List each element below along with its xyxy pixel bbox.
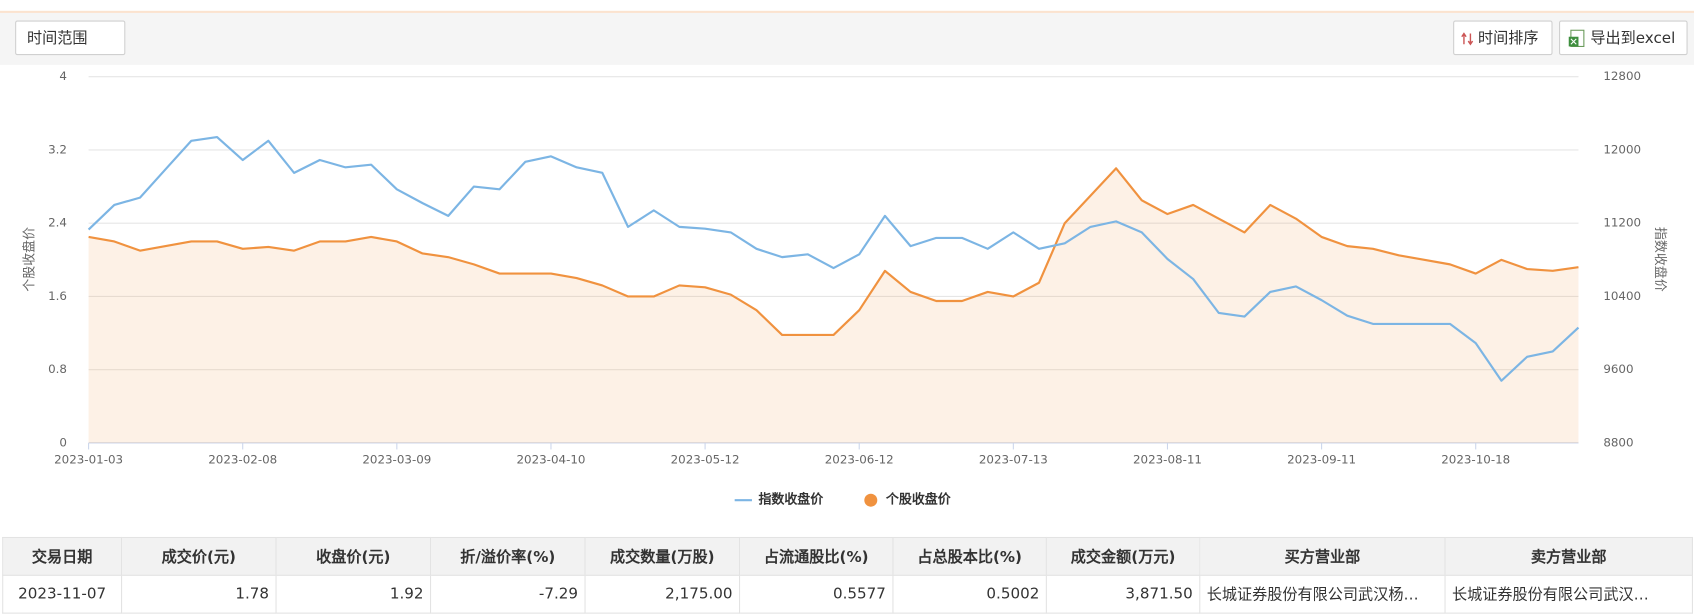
y2-tick-label: 9600 — [1603, 362, 1633, 376]
time-range-button[interactable]: 时间范围 — [15, 20, 126, 56]
table-cell: 3,871.50 — [1045, 574, 1201, 614]
table-cell: 长城证券股份有限公司武汉… — [1444, 574, 1693, 614]
sort-button[interactable]: 时间排序 — [1453, 20, 1553, 56]
x-tick-label: 2023-02-08 — [208, 453, 277, 467]
legend-marker — [864, 493, 878, 507]
x-tick-label: 2023-07-13 — [979, 453, 1048, 467]
y2-tick-label: 11200 — [1603, 216, 1641, 230]
sort-icon — [1461, 32, 1474, 46]
header-cell[interactable]: 占总股本比(%) — [892, 536, 1047, 576]
x-tick-label: 2023-05-12 — [671, 453, 740, 467]
x-tick-label: 2023-04-10 — [516, 453, 585, 467]
header-cell[interactable]: 折/溢价率(%) — [429, 536, 586, 576]
x-tick-label: 2023-09-11 — [1287, 453, 1356, 467]
header-cell[interactable]: 交易日期 — [2, 536, 123, 576]
chart: 个股收盘价 指数收盘价 0 0.8 1.6 2.4 3.2 4 8800 9600 10400 1… — [22, 69, 1668, 508]
x-tick-label: 2023-06-12 — [825, 453, 894, 467]
y2-tick-label: 12000 — [1603, 142, 1641, 156]
legend-text: 指数收盘价 — [758, 492, 824, 508]
table-cell: 2023-11-07 — [2, 574, 123, 614]
table-row: 2023-11-07 1.78 1.92 -7.29 2,175.00 0.5577 0.5… — [2, 574, 1693, 614]
y-tick-label: 4 — [59, 69, 67, 83]
top-border — [0, 10, 1694, 13]
y-tick-label: 1.6 — [48, 289, 67, 303]
data-table: 交易日期 成交价(元) 收盘价(元) 折/溢价率(%) 成交数量(万股) 占流通股比(%)… — [2, 536, 1693, 614]
header-cell[interactable]: 成交价(元) — [121, 536, 277, 576]
header-cell[interactable]: 占流通股比(%) — [738, 536, 894, 576]
y-tick-label: 2.4 — [48, 216, 67, 230]
header-cell[interactable]: 卖方营业部 — [1444, 536, 1693, 576]
header-cell[interactable]: 成交数量(万股) — [584, 536, 741, 576]
x-tick-label: 2023-08-11 — [1133, 453, 1202, 467]
y2-axis-title: 指数收盘价 — [1652, 227, 1668, 292]
table-cell: -7.29 — [429, 574, 586, 614]
export-button[interactable]: 导出到excel — [1559, 20, 1688, 56]
y-tick-label: 3.2 — [48, 142, 67, 156]
y-tick-label: 0.8 — [48, 362, 67, 376]
x-tick-label: 2023-10-18 — [1441, 453, 1510, 467]
table-cell: 1.78 — [121, 574, 277, 614]
header-cell[interactable]: 成交金额(万元) — [1045, 536, 1201, 576]
series-line — [87, 136, 1580, 382]
toolbar: 时间范围 时间排序 导出到excel — [0, 12, 1694, 65]
header-row: 交易日期 成交价(元) 收盘价(元) 折/溢价率(%) 成交数量(万股) 占流通股比(%)… — [2, 536, 1693, 576]
area-fill — [88, 168, 1579, 443]
table-cell: 0.5577 — [738, 574, 894, 614]
x-tick-label: 2023-01-03 — [54, 453, 123, 467]
table-cell: 2,175.00 — [584, 574, 741, 614]
y-axis-title: 个股收盘价 — [22, 227, 38, 292]
y-tick-label: 0 — [59, 435, 67, 449]
table-cell: 0.5002 — [892, 574, 1047, 614]
y2-tick-label: 10400 — [1603, 289, 1641, 303]
y2-tick-label: 8800 — [1603, 435, 1633, 449]
series-line — [88, 167, 1579, 337]
legend-text: 个股收盘价 — [885, 492, 952, 508]
table-body: 2023-11-07 1.78 1.92 -7.29 2,175.00 0.5577 0.5… — [2, 574, 1693, 614]
x-tick-label: 2023-03-09 — [362, 453, 431, 467]
header-cell[interactable]: 收盘价(元) — [275, 536, 432, 576]
y2-tick-label: 12800 — [1603, 69, 1641, 83]
excel-icon — [1568, 29, 1585, 47]
table-cell: 1.92 — [275, 574, 432, 614]
table-cell: 长城证券股份有限公司武汉杨… — [1199, 574, 1446, 614]
header-cell[interactable]: 买方营业部 — [1199, 536, 1446, 576]
